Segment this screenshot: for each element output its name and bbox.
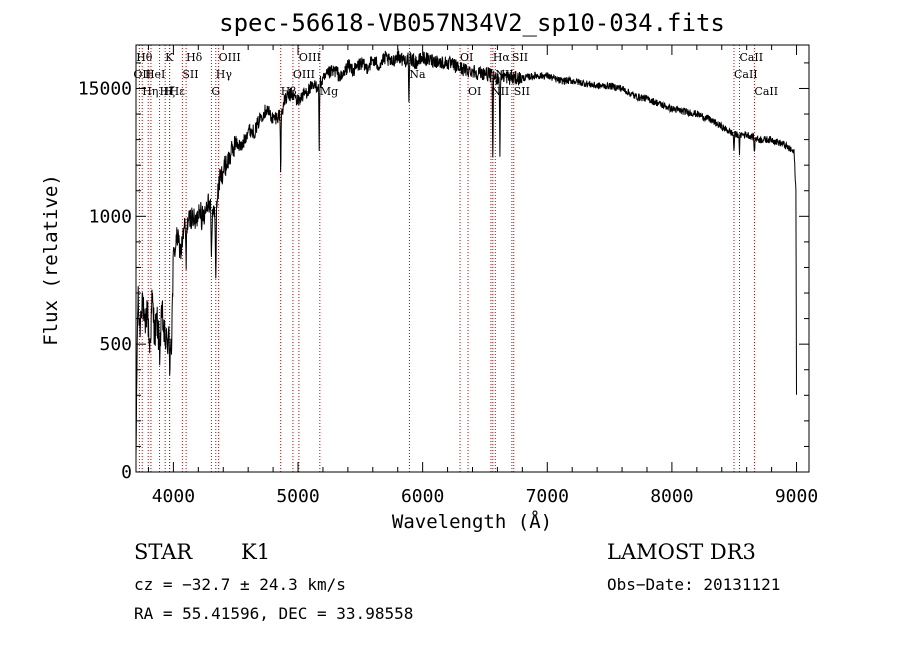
spectral-line-label: OII bbox=[133, 68, 151, 81]
spectral-line-label: CaII bbox=[734, 68, 758, 81]
spectral-line-labels: OIIHθHηHeIHζKHHεSIIHδGHγOIIIHβOIIIOIIIMg… bbox=[133, 51, 778, 98]
axis-ticks bbox=[136, 45, 809, 473]
object-class: STAR bbox=[134, 540, 193, 564]
x-tick-label: 6000 bbox=[401, 486, 444, 507]
spectral-line-label: Mg bbox=[320, 85, 338, 98]
spectral-line-label: SII bbox=[182, 68, 198, 81]
redshift-velocity: cz = −32.7 ± 24.3 km/s bbox=[134, 575, 346, 594]
spectral-line-label: Hε bbox=[170, 85, 186, 98]
survey-name: LAMOST DR3 bbox=[607, 540, 756, 564]
spectral-line-label: OI bbox=[468, 85, 481, 98]
spectral-line-label: OIII bbox=[299, 51, 321, 64]
spectral-line-label: G bbox=[211, 85, 220, 98]
spectral-line-label: K bbox=[165, 51, 174, 64]
spectral-line-label: Na bbox=[409, 68, 426, 81]
spectral-line-label: H bbox=[164, 85, 174, 98]
x-tick-label: 9000 bbox=[775, 486, 818, 507]
x-axis-label: Wavelength (Å) bbox=[392, 510, 552, 533]
spectral-line-label: HeI bbox=[145, 68, 165, 81]
spectral-line-label: Hα bbox=[493, 51, 511, 64]
y-axis-label: Flux (relative) bbox=[40, 174, 62, 346]
spectrum-series bbox=[135, 48, 797, 457]
spectral-line-label: OI bbox=[460, 51, 473, 64]
spectrum-line bbox=[135, 48, 797, 457]
spectral-line-label: Hθ bbox=[136, 51, 153, 64]
y-tick-label: 1000 bbox=[89, 206, 132, 227]
object-subclass: K1 bbox=[241, 540, 270, 564]
spectral-line-label: Hδ bbox=[186, 51, 203, 64]
y-tick-label: 0 bbox=[121, 462, 132, 483]
spectral-line-label: SII bbox=[512, 51, 528, 64]
y-tick-label: 15000 bbox=[78, 78, 132, 99]
x-tick-label: 8000 bbox=[650, 486, 693, 507]
y-tick-label: 500 bbox=[99, 334, 132, 355]
spectral-line-label: Hζ bbox=[160, 85, 176, 98]
spectral-line-label: Hη bbox=[142, 85, 158, 98]
x-tick-label: 7000 bbox=[526, 486, 569, 507]
spectral-line-label: Hγ bbox=[216, 68, 233, 81]
coordinates: RA = 55.41596, DEC = 33.98558 bbox=[134, 604, 413, 623]
spectral-line-label: CaII bbox=[754, 85, 778, 98]
axis-tick-labels: 4000 5000 6000 7000 8000 9000 0 500 1000 15000 bbox=[78, 78, 818, 507]
x-tick-label: 4000 bbox=[152, 486, 195, 507]
x-tick-label: 5000 bbox=[276, 486, 319, 507]
spectral-line-label: OIII bbox=[219, 51, 241, 64]
spectral-line-label: CaII bbox=[739, 51, 763, 64]
spectral-line-label: SII bbox=[514, 85, 530, 98]
observation-date: Obs−Date: 20131121 bbox=[607, 575, 780, 594]
chart-title: spec-56618-VB057N34V2_sp10-034.fits bbox=[219, 9, 725, 37]
spectral-line-label: OIII bbox=[293, 68, 315, 81]
